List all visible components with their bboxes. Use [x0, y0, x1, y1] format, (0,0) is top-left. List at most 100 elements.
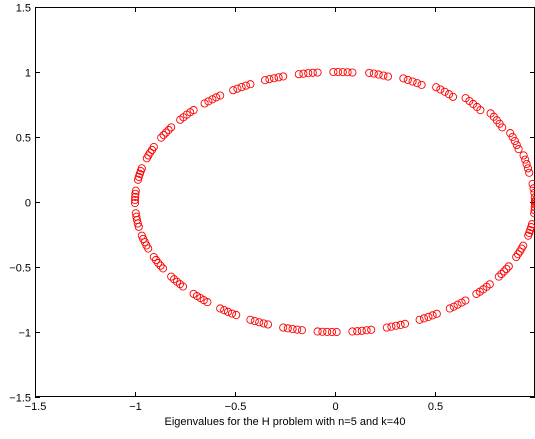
data-point — [176, 115, 185, 124]
data-point — [208, 95, 217, 104]
data-point — [530, 209, 535, 218]
data-point — [449, 302, 458, 311]
y-tick-label: 1.5 — [16, 3, 31, 15]
data-point — [178, 282, 188, 291]
data-point — [233, 84, 242, 93]
data-point — [419, 314, 429, 323]
data-point — [172, 277, 182, 286]
data-point — [400, 319, 410, 328]
data-point — [519, 241, 528, 250]
data-point — [399, 74, 408, 83]
data-point — [510, 136, 519, 146]
data-point — [308, 68, 317, 77]
data-point — [506, 129, 515, 138]
data-point — [216, 91, 225, 100]
data-point — [304, 69, 313, 78]
data-point — [227, 309, 237, 318]
data-point — [348, 327, 357, 336]
data-point — [365, 68, 374, 77]
data-point — [494, 272, 503, 281]
data-point — [294, 70, 303, 79]
data-point — [383, 72, 393, 81]
data-point — [391, 321, 401, 330]
data-point — [444, 90, 454, 99]
data-point — [527, 220, 535, 229]
data-point — [432, 83, 441, 92]
data-point — [144, 244, 153, 253]
x-tick-label: 0.5 — [428, 401, 443, 413]
data-point — [250, 317, 259, 326]
data-point — [297, 326, 307, 335]
data-point — [396, 320, 405, 329]
data-point — [338, 68, 347, 77]
data-point — [374, 70, 383, 79]
data-point — [167, 272, 176, 281]
y-tick-label: −1.5 — [9, 393, 31, 405]
data-point — [274, 73, 283, 82]
data-point — [323, 327, 332, 336]
data-point — [279, 323, 288, 332]
data-point — [169, 275, 179, 284]
data-point — [130, 198, 140, 208]
data-point — [246, 80, 255, 89]
data-point — [499, 267, 509, 276]
data-point — [204, 97, 213, 106]
data-point — [293, 325, 302, 334]
data-point — [223, 307, 233, 316]
data-point — [528, 179, 535, 188]
data-point — [164, 125, 173, 135]
data-point — [513, 250, 523, 259]
data-point — [379, 71, 388, 80]
axis-ticks — [35, 7, 535, 398]
data-point — [417, 80, 426, 89]
y-tick-label: 0.5 — [16, 133, 31, 145]
data-point — [522, 159, 531, 169]
data-point — [131, 186, 140, 195]
data-point — [529, 184, 535, 193]
data-point — [348, 68, 357, 77]
plot-area-frame — [35, 7, 535, 397]
data-point — [353, 327, 362, 336]
data-point — [318, 327, 327, 336]
data-point — [259, 319, 268, 328]
data-point — [457, 298, 466, 307]
data-point — [167, 123, 176, 132]
data-point — [453, 300, 462, 309]
data-points — [130, 67, 535, 337]
data-point — [486, 109, 495, 118]
data-point — [367, 325, 376, 334]
data-point — [260, 76, 270, 85]
data-point — [428, 311, 437, 320]
data-point — [343, 68, 352, 77]
data-point — [523, 164, 533, 173]
data-point — [313, 68, 322, 77]
data-point — [157, 133, 166, 142]
data-point — [255, 318, 264, 327]
data-point — [440, 87, 449, 96]
data-point — [246, 315, 255, 324]
data-point — [241, 81, 251, 90]
data-point — [229, 86, 238, 95]
data-point — [299, 69, 308, 78]
x-axis-label: Eigenvalues for the H problem with n=5 a… — [165, 416, 406, 428]
data-point — [514, 145, 523, 154]
data-point — [232, 310, 241, 320]
data-point — [265, 75, 274, 84]
axis-tick-labels: −1.5 −1 −0.5 0 0.5 −1.5 −1 −0.5 0 0.5 1 1.5 — [9, 3, 443, 414]
x-tick-label: −1.5 — [25, 401, 47, 413]
data-point — [512, 141, 521, 150]
data-point — [519, 151, 528, 160]
data-point — [142, 154, 151, 163]
data-point — [147, 145, 157, 154]
data-point — [158, 264, 168, 273]
data-point — [530, 188, 535, 197]
y-tick-label: −0.5 — [9, 263, 31, 275]
data-point — [203, 298, 212, 307]
data-point — [134, 222, 143, 231]
data-point — [156, 261, 165, 270]
x-tick-label: −1 — [129, 401, 142, 413]
data-point — [329, 67, 338, 77]
data-point — [525, 168, 534, 177]
data-point — [327, 327, 337, 337]
data-point — [530, 196, 535, 206]
